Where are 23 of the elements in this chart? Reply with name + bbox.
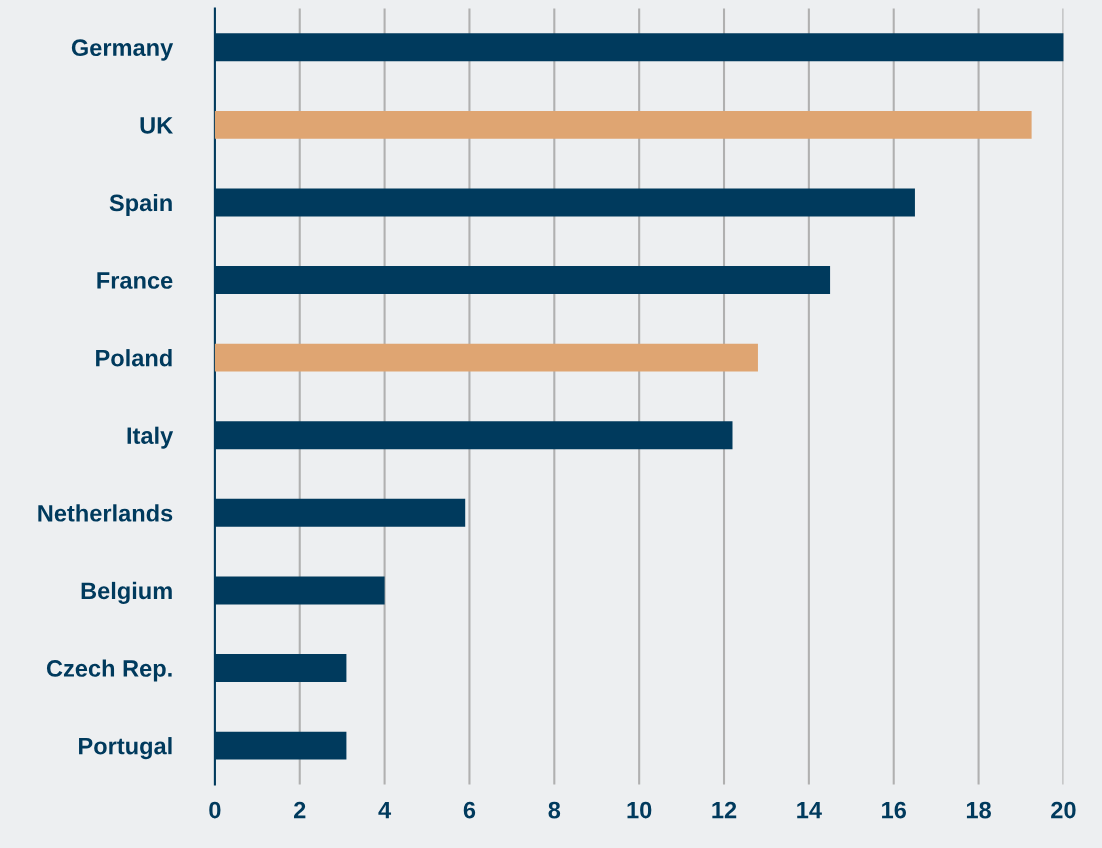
x-tick-label: 12 [712,801,737,819]
y-tick-label: France [97,272,173,289]
y-tick-label: Germany [71,39,174,61]
x-tick-label: 4 [378,801,392,819]
bar [214,343,758,372]
bar [214,110,1032,139]
y-tick-label: Italy [127,426,174,449]
y-tick-label: Portugal [79,737,172,760]
x-tick-label: 8 [548,801,561,819]
y-tick-label: Belgium [81,581,172,604]
y-tick-label: Poland [96,349,172,367]
y-tick-label: UK [140,117,174,134]
y-tick-label: Netherlands [38,504,173,522]
x-tick-label: 0 [209,801,221,819]
x-tick-label: 2 [294,801,306,819]
y-tick-label: Czech Rep. [46,659,172,682]
x-tick-label: 6 [463,801,476,819]
y-tick-label: Spain [109,193,172,216]
x-tick-label: 20 [1051,801,1076,819]
x-tick-label: 18 [966,801,991,819]
x-tick-label: 14 [797,801,822,819]
x-tick-label: 10 [627,801,652,819]
x-tick-label: 16 [882,801,906,819]
